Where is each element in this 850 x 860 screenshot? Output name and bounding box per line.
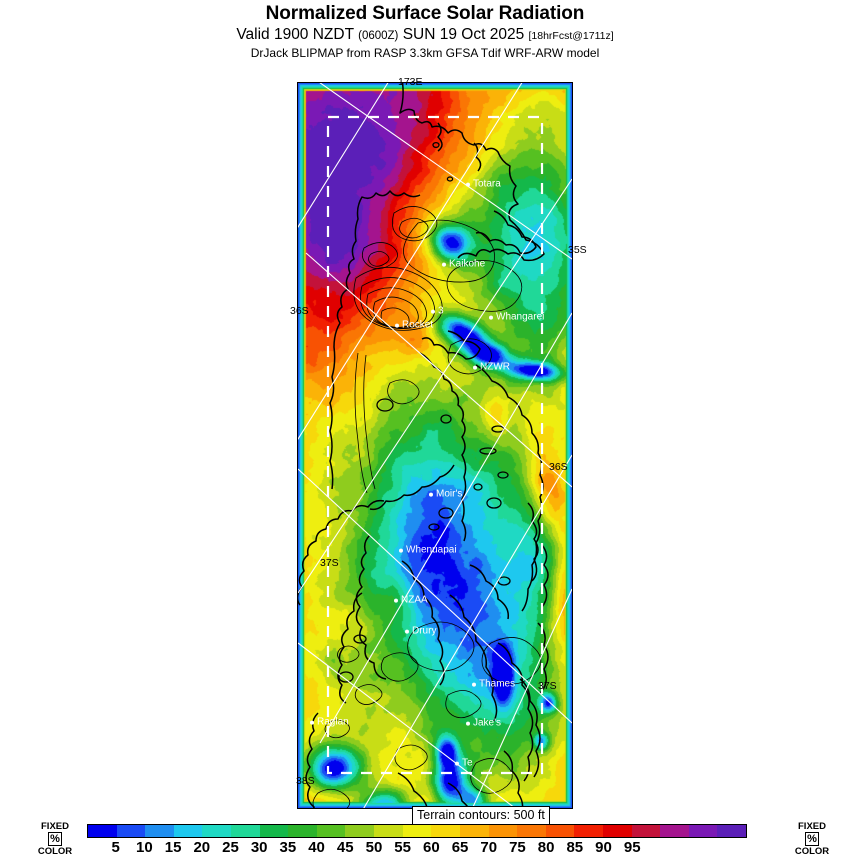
- graticule-label: 35S: [568, 244, 587, 256]
- colorbar-tick-labels: 5 10 15 20 25 30 35 40 45 50 55 60 65 70 75 80 85 90 95: [87, 839, 747, 859]
- fixed-right-line3: COLOR: [794, 846, 830, 857]
- colorbar-swatch: [316, 825, 346, 837]
- colorbar-tick: 90: [595, 839, 612, 856]
- colorbar-tick: 60: [423, 839, 440, 856]
- colorbar-tick: 40: [308, 839, 325, 856]
- colorbar-swatch: [574, 825, 603, 837]
- radiation-field-raster: [298, 83, 572, 808]
- colorbar-tick: 65: [451, 839, 469, 856]
- colorbar-swatch: [231, 825, 260, 837]
- colorbar-tick: 20: [193, 839, 211, 856]
- model-line: DrJack BLIPMAP from RASP 3.3km GFSA Tdif…: [250, 46, 600, 60]
- fixed-color-label-right: FIXED % COLOR: [782, 821, 842, 857]
- graticule-label: 37S: [320, 557, 339, 569]
- colorbar-tick: 95: [623, 839, 641, 856]
- colorbar-tick: 55: [394, 839, 411, 856]
- page-title: Normalized Surface Solar Radiation: [265, 3, 585, 24]
- colorbar-tick: 25: [222, 839, 239, 856]
- valid-time-utc: (0600Z): [358, 30, 399, 42]
- colorbar-swatch: [688, 825, 718, 837]
- colorbar-swatch: [374, 825, 403, 837]
- forecast-tag: [18hrFcst@1711z]: [528, 30, 614, 42]
- header: Normalized Surface Solar Radiation Valid…: [0, 0, 850, 61]
- solar-radiation-map[interactable]: Totara Kaikohe 3 Rocket Whangarei NZWR Moir's W…: [297, 82, 573, 809]
- colorbar-tick: 50: [365, 839, 383, 856]
- fixed-left-unit: %: [48, 832, 62, 846]
- graticule-label: 36S: [549, 461, 568, 473]
- colorbar-tick: 80: [537, 839, 555, 856]
- colorbar-tick: 70: [480, 839, 498, 856]
- graticule-label: 38S: [296, 775, 315, 787]
- colorbar-swatch: [602, 825, 632, 837]
- colorbar-tick: 5: [111, 839, 120, 856]
- colorbar[interactable]: [87, 824, 747, 838]
- valid-time-line: Valid 1900 NZDT (0600Z) SUN 19 Oct 2025 …: [0, 25, 850, 46]
- colorbar-swatch: [88, 825, 117, 837]
- colorbar-tick: 75: [509, 839, 526, 856]
- graticule-label: 37S: [538, 680, 557, 692]
- valid-date: SUN 19 Oct 2025: [402, 26, 525, 43]
- colorbar-swatch: [717, 825, 747, 837]
- colorbar-swatch: [116, 825, 146, 837]
- fixed-left-line1: FIXED: [41, 821, 69, 832]
- colorbar-tick: 15: [164, 839, 182, 856]
- colorbar-swatch: [145, 825, 174, 837]
- colorbar-swatch: [288, 825, 317, 837]
- colorbar-swatch: [431, 825, 460, 837]
- colorbar-swatch: [173, 825, 203, 837]
- colorbar-swatch: [459, 825, 489, 837]
- colorbar-tick: 10: [136, 839, 153, 856]
- map-frame: Totara Kaikohe 3 Rocket Whangarei NZWR Moir's W…: [297, 82, 573, 809]
- colorbar-swatch: [259, 825, 289, 837]
- fixed-color-label-left: FIXED % COLOR: [25, 821, 85, 857]
- colorbar-swatch: [202, 825, 232, 837]
- graticule-label: 36S: [290, 305, 309, 317]
- colorbar-tick: 35: [279, 839, 297, 856]
- colorbar-swatch: [660, 825, 689, 837]
- colorbar-swatch: [488, 825, 518, 837]
- colorbar-swatch: [545, 825, 575, 837]
- fixed-right-unit: %: [805, 832, 819, 846]
- colorbar-swatch: [631, 825, 661, 837]
- graticule-label: 173E: [398, 76, 423, 88]
- colorbar-swatch: [402, 825, 432, 837]
- colorbar-swatch: [517, 825, 546, 837]
- valid-time: Valid 1900 NZDT: [236, 26, 354, 43]
- colorbar-tick: 30: [250, 839, 268, 856]
- fixed-left-line3: COLOR: [37, 846, 73, 857]
- colorbar-tick: 45: [336, 839, 354, 856]
- terrain-contour-note: Terrain contours: 500 ft: [412, 806, 550, 825]
- colorbar-swatch: [345, 825, 375, 837]
- fixed-right-line1: FIXED: [798, 821, 826, 832]
- colorbar-region: FIXED % COLOR 5 10 15 20 25 30 35 40 45 50 55 60 65 7…: [0, 820, 850, 860]
- colorbar-tick: 85: [566, 839, 584, 856]
